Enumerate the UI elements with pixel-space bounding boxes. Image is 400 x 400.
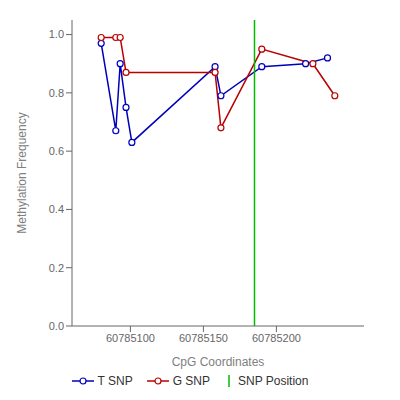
html-text:SNP Position: SNP Position — [238, 374, 309, 388]
svg-text:1.0: 1.0 — [49, 28, 64, 40]
svg-text:0.4: 0.4 — [49, 203, 64, 215]
svg-text:60785200: 60785200 — [252, 332, 301, 344]
html-text:G SNP: G SNP — [172, 374, 210, 388]
svg-text:0.8: 0.8 — [49, 87, 64, 99]
svg-text:Methylation Frequency: Methylation Frequency — [15, 112, 29, 233]
html-text:T SNP: T SNP — [97, 374, 133, 388]
svg-text:60785100: 60785100 — [106, 332, 155, 344]
svg-text:60785150: 60785150 — [179, 332, 228, 344]
svg-text:0.2: 0.2 — [49, 262, 64, 274]
svg-text:0.6: 0.6 — [49, 145, 64, 157]
svg-text:CpG Coordinates: CpG Coordinates — [172, 355, 265, 369]
svg-text:0.0: 0.0 — [49, 320, 64, 332]
